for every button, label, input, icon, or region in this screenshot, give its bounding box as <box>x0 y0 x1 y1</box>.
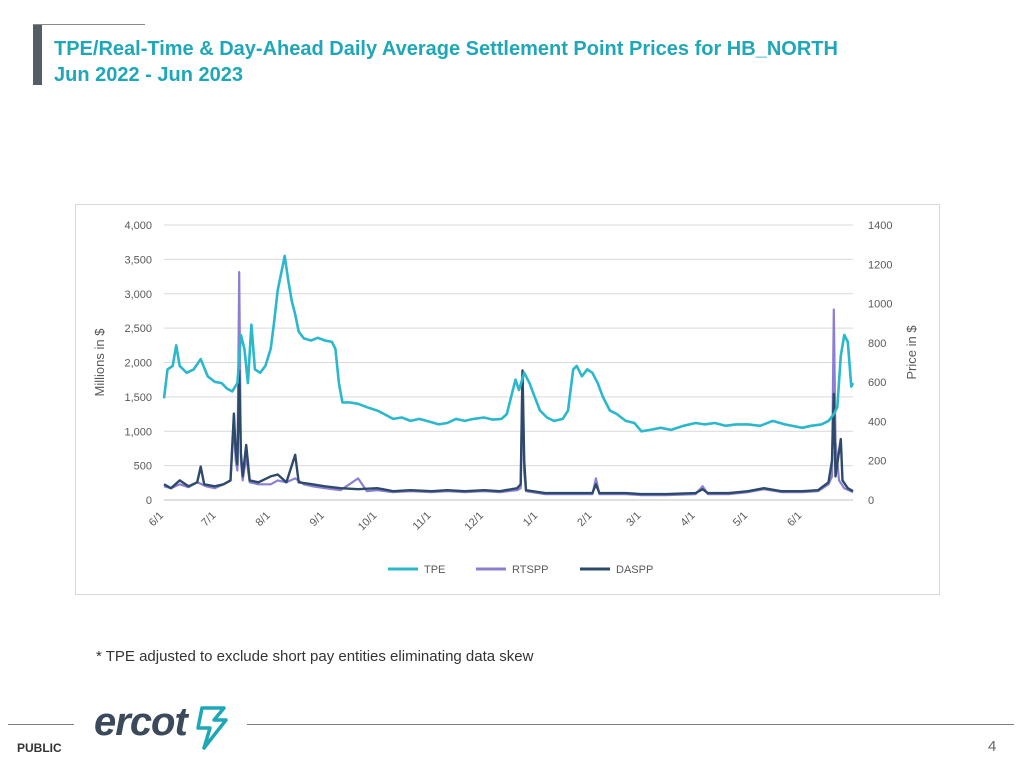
y-tick-label-right: 1200 <box>868 259 892 271</box>
page-number: 4 <box>988 738 997 755</box>
logo-wordmark: ercot <box>94 700 188 744</box>
y-axis-label-right: Price in $ <box>904 325 919 380</box>
series-line-tpe <box>162 254 855 433</box>
footer-rule-right <box>247 724 1014 725</box>
y-tick-label-left: 4,000 <box>124 220 152 232</box>
y-tick-label-left: 1,500 <box>124 392 152 404</box>
chart-container: 0 500 1,000 1,500 2,000 2,500 3,000 3,500 4,000 0… <box>75 204 940 595</box>
y-tick-label-right: 1000 <box>868 299 892 311</box>
y-tick-label-left: 500 <box>134 461 152 473</box>
title-accent-bar <box>33 25 42 85</box>
y-tick-label-right: 0 <box>868 495 874 507</box>
y-tick-label-right: 1400 <box>868 220 892 232</box>
x-tick-label: 9/1 <box>308 510 327 529</box>
x-tick-label: 7/1 <box>199 510 218 529</box>
y-tick-label-left: 2,000 <box>124 358 152 370</box>
y-tick-label-left: 0 <box>146 495 152 507</box>
title-line-2: Jun 2022 - Jun 2023 <box>54 64 243 86</box>
y-tick-label-left: 3,500 <box>124 254 152 266</box>
x-tick-label: 10/1 <box>356 510 380 534</box>
x-tick-label: 4/1 <box>678 510 697 529</box>
x-tick-label: 8/1 <box>253 510 272 529</box>
y-axis-label-left: Millions in $ <box>92 328 107 397</box>
price-chart: 0 500 1,000 1,500 2,000 2,500 3,000 3,500 4,000 0… <box>92 220 919 576</box>
legend-label-rtspp: RTSPP <box>512 564 548 576</box>
series-line-daspp <box>163 369 854 496</box>
x-tick-label: 2/1 <box>575 510 594 529</box>
y-tick-label-left: 3,000 <box>124 289 152 301</box>
lightning-bolt-icon <box>196 706 228 750</box>
classification-label: PUBLIC <box>17 741 62 755</box>
x-tick-label: 11/1 <box>411 510 434 533</box>
y-tick-label-left: 2,500 <box>124 323 152 335</box>
y-tick-label-right: 400 <box>868 416 886 428</box>
x-tick-label: 6/1 <box>785 510 804 529</box>
ercot-logo: ercot <box>94 700 228 750</box>
title-line-1: TPE/Real-Time & Day-Ahead Daily Average … <box>54 38 838 60</box>
x-tick-label: 3/1 <box>624 510 643 529</box>
x-tick-label: 12/1 <box>463 510 487 534</box>
footnote: * TPE adjusted to exclude short pay enti… <box>96 648 534 665</box>
page-title: TPE/Real-Time & Day-Ahead Daily Average … <box>54 36 838 88</box>
series-line-rtspp <box>163 271 854 497</box>
legend-label-daspp: DASPP <box>616 564 653 576</box>
y-tick-label-left: 1,000 <box>124 426 152 438</box>
title-rule <box>33 24 145 25</box>
y-tick-label-right: 800 <box>868 338 886 350</box>
footer-rule-left <box>8 724 74 725</box>
x-tick-label: 1/1 <box>521 510 540 529</box>
x-tick-label: 5/1 <box>731 510 750 529</box>
y-tick-label-right: 200 <box>868 456 886 468</box>
legend-label-tpe: TPE <box>424 564 445 576</box>
y-tick-label-right: 600 <box>868 377 886 389</box>
x-tick-label: 6/1 <box>147 510 166 529</box>
